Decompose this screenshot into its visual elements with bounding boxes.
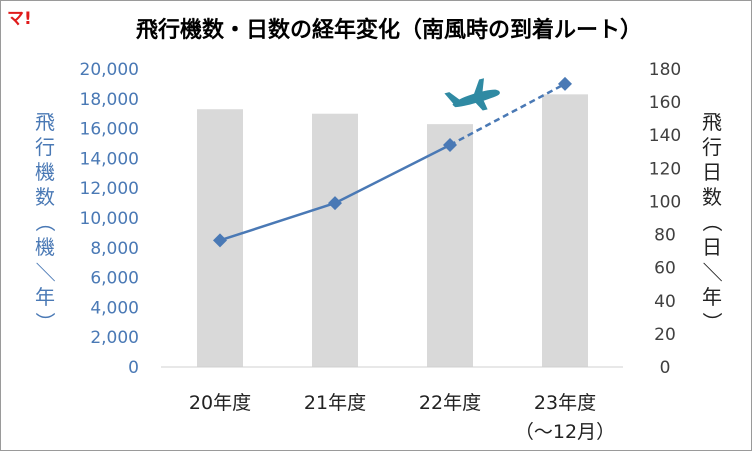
left-tick-label: 6,000: [90, 269, 139, 289]
right-axis-label-char: 数: [702, 185, 722, 209]
line-marker: [443, 137, 457, 152]
x-tick-label: 23年度: [534, 392, 596, 414]
left-tick-label: 8,000: [90, 239, 139, 259]
right-tick-label: 20: [654, 325, 676, 345]
left-tick-label: 4,000: [90, 298, 139, 318]
right-axis-label-char: 飛: [702, 110, 722, 134]
left-axis-label-char: 機: [35, 235, 55, 259]
x-tick-sublabel: （～12月）: [515, 421, 615, 443]
left-axis-label-char: 機: [35, 160, 55, 184]
right-tick-label: 40: [654, 292, 676, 312]
left-tick-label: 10,000: [80, 209, 139, 229]
chart-title: 飛行機数・日数の経年変化（南風時の到着ルート）: [136, 17, 642, 43]
right-tick-label: 120: [649, 159, 681, 179]
right-tick-label: 160: [649, 93, 681, 113]
right-tick-label: 180: [649, 60, 681, 80]
right-axis-label-char: 行: [702, 135, 722, 159]
left-axis-label-char: ）: [33, 312, 57, 332]
line-series: [213, 76, 572, 248]
right-axis-label-char: 年: [702, 285, 722, 309]
bar: [542, 94, 588, 367]
left-axis-label-char: ／: [33, 262, 57, 282]
left-tick-label: 2,000: [90, 328, 139, 348]
bar-series: [197, 94, 588, 367]
right-axis-label-char: 日: [702, 160, 722, 184]
right-axis-label-char: ）: [700, 312, 724, 332]
x-axis-labels: 20年度 21年度 22年度 23年度 （～12月）: [189, 392, 615, 443]
line-segment: [219, 201, 336, 242]
line-segment: [449, 82, 566, 147]
line-segment: [334, 143, 451, 205]
left-axis-label-char: 年: [35, 285, 55, 309]
bar: [312, 113, 358, 367]
line-marker: [558, 76, 572, 91]
x-tick-label: 21年度: [304, 392, 366, 414]
left-tick-label: 12,000: [80, 179, 139, 199]
airplane-icon: [444, 78, 500, 111]
line-marker: [328, 196, 342, 211]
right-tick-label: 0: [660, 358, 671, 378]
left-axis-label-char: 飛: [35, 110, 55, 134]
left-axis-ticks: 0 2,000 4,000 6,000 8,000 10,000 12,000 14,000 1…: [80, 60, 139, 378]
left-tick-label: 18,000: [80, 90, 139, 110]
bar: [427, 124, 473, 367]
left-tick-label: 16,000: [80, 120, 139, 140]
x-tick-label: 22年度: [419, 392, 481, 414]
left-axis-label: 飛行機数（機／年）: [33, 110, 57, 332]
right-tick-label: 80: [654, 226, 676, 246]
right-axis-ticks: 0 20 40 60 80 100 120 140 160 180: [649, 60, 681, 378]
left-axis-label-char: （: [33, 212, 57, 232]
right-tick-label: 60: [654, 259, 676, 279]
left-axis-label-char: 行: [35, 135, 55, 159]
right-axis-label-char: ／: [700, 262, 724, 282]
left-tick-label: 14,000: [80, 149, 139, 169]
left-tick-label: 0: [128, 358, 139, 378]
left-axis-label-char: 数: [35, 185, 55, 209]
badge: マ!: [7, 9, 32, 29]
right-tick-label: 140: [649, 126, 681, 146]
right-tick-label: 100: [649, 192, 681, 212]
right-axis-label-char: 日: [702, 235, 722, 259]
x-tick-label: 20年度: [189, 392, 251, 414]
left-tick-label: 20,000: [80, 60, 139, 80]
right-axis-label-char: （: [700, 212, 724, 232]
line-marker: [213, 233, 227, 248]
badge-text: マ!: [7, 9, 32, 29]
